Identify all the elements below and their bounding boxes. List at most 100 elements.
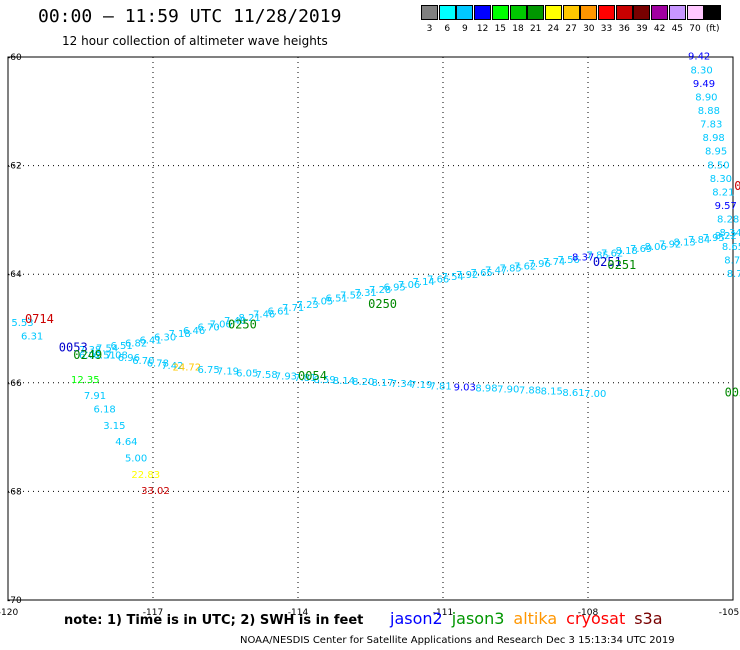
wave-height-value: 6.82 xyxy=(125,338,147,349)
wave-height-value: 8.06 xyxy=(645,242,667,253)
wave-height-value: 6.75 xyxy=(197,365,219,376)
colorbar-swatch xyxy=(668,5,686,20)
wave-height-value: 8.30 xyxy=(710,174,732,185)
colorbar-label: 27 xyxy=(565,24,577,34)
wave-height-value: 7.54 xyxy=(442,272,464,283)
colorbar-swatch xyxy=(491,5,509,20)
colorbar-swatch xyxy=(562,5,580,20)
wave-height-value: 7.18 xyxy=(168,329,190,340)
wave-height-value: 6.70 xyxy=(132,356,154,367)
wave-height-value: 8.50 xyxy=(707,160,729,171)
y-tick-label: -68 xyxy=(7,487,22,497)
wave-height-value: 8.21 xyxy=(712,187,734,198)
wave-height-value: 6.51 xyxy=(110,341,132,352)
colorbar-swatch xyxy=(580,5,598,20)
wave-height-value: 8.34 xyxy=(719,228,740,239)
wave-height-value: 8.65 xyxy=(722,242,740,253)
colorbar-swatch xyxy=(651,5,669,20)
wave-height-value: 5.00 xyxy=(125,454,147,465)
wave-height-value: 7.62 xyxy=(514,261,536,272)
colorbar-swatch xyxy=(633,5,651,20)
y-tick-label: -66 xyxy=(7,379,22,389)
wave-height-value: 7.46 xyxy=(253,310,275,321)
pass-time-label: 0251 xyxy=(593,255,622,269)
colorbar-label: 33 xyxy=(600,24,613,34)
wave-height-value: 8.61 xyxy=(562,388,584,399)
wave-height-value: 7.52 xyxy=(340,291,362,302)
wave-height-value: 8.17 xyxy=(371,378,393,389)
wave-height-value: 8.13 xyxy=(674,237,696,248)
colorbar-swatch xyxy=(527,5,545,20)
x-tick-label: -105 xyxy=(719,608,739,618)
x-tick-label: -108 xyxy=(578,608,599,618)
wave-height-value: 7.56 xyxy=(558,255,580,266)
colorbar-swatch xyxy=(474,5,492,20)
wave-height-value: 7.00 xyxy=(584,389,606,400)
wave-height-value: 7.54 xyxy=(96,343,118,354)
colorbar-label: 70 xyxy=(689,24,701,34)
wave-height-value: 7.19 xyxy=(217,367,239,378)
x-tick-label: -111 xyxy=(433,608,453,618)
wave-height-value: 8.37 xyxy=(572,253,594,264)
wave-height-value: 7.84 xyxy=(688,235,710,246)
wave-height-value: 7.93 xyxy=(275,372,297,383)
wave-height-value: 8.18 xyxy=(616,246,638,257)
colorbar-swatch xyxy=(598,5,615,20)
wave-height-value: 9.42 xyxy=(688,52,710,63)
wave-height-value: 6.46 xyxy=(183,326,205,337)
wave-height-value: 6.31 xyxy=(21,331,43,342)
wave-height-value: 8.98 xyxy=(475,383,497,394)
wave-height-value: 12.35 xyxy=(71,375,100,386)
wave-height-value: 8.76 xyxy=(724,255,740,266)
wave-height-value: 6.78 xyxy=(147,359,169,370)
pass-time-label: 0053 xyxy=(59,340,88,354)
map-subtitle: 12 hour collection of altimeter wave hei… xyxy=(62,34,328,48)
wave-height-value: 8.20 xyxy=(352,377,374,388)
colorbar-label: 15 xyxy=(494,24,507,34)
pass-time-label: 0250 xyxy=(228,318,257,332)
wave-height-value: 6.18 xyxy=(94,405,116,416)
pass-time-label: 064 xyxy=(734,179,740,193)
legend-entry-jason2: jason2 xyxy=(390,609,443,628)
wave-height-value: 7.95 xyxy=(703,233,725,244)
colorbar-swatch xyxy=(438,5,456,20)
wave-height-value: 7.23 xyxy=(297,300,319,311)
wave-height-value: 33.02 xyxy=(141,486,170,497)
satellite-legend: jason2 jason3 altika cryosat s3a xyxy=(390,609,672,628)
colorbar-label: 9 xyxy=(462,24,468,34)
wave-height-value: 7.08 xyxy=(106,350,128,361)
wave-height-value: 8.22 xyxy=(715,231,737,242)
wave-height-value: 7.62 xyxy=(601,248,623,259)
colorbar-swatch xyxy=(686,5,704,20)
wave-height-value: 6.51 xyxy=(94,350,116,361)
colorbar-label: 42 xyxy=(653,24,666,34)
wave-height-value: 6.02 xyxy=(79,350,101,361)
wave-height-value: 7.92 xyxy=(456,270,478,281)
colorbar-label: 45 xyxy=(671,24,684,34)
wave-height-value: 7.42 xyxy=(161,361,183,372)
wave-height-value: 8.74 xyxy=(727,269,740,280)
wave-height-value: 7.28 xyxy=(369,285,391,296)
y-tick-label: -60 xyxy=(7,53,22,63)
x-tick-label: -114 xyxy=(288,608,309,618)
wave-height-value: 7.69 xyxy=(630,244,652,255)
y-tick-label: -62 xyxy=(7,162,22,172)
y-tick-label: -64 xyxy=(7,270,22,280)
wave-height-value: 7.58 xyxy=(255,370,277,381)
wave-height-value: 7.81 xyxy=(294,373,316,384)
wave-height-value: 5.53 xyxy=(11,318,33,329)
wave-height-value: 6.95 xyxy=(384,282,406,293)
wave-height-value: 6.30 xyxy=(154,332,176,343)
colorbar-swatch xyxy=(544,5,562,20)
wave-height-value: 8.28 xyxy=(717,215,739,226)
colorbar-label: 3 xyxy=(426,24,433,34)
wave-height-value: 7.74 xyxy=(543,257,565,268)
wave-height-value: 6.05 xyxy=(236,368,258,379)
wave-height-value: 7.05 xyxy=(311,297,333,308)
wave-height-value: 6.51 xyxy=(326,293,348,304)
credit-line: NOAA/NESDIS Center for Satellite Applica… xyxy=(240,635,675,646)
wave-height-value: 7.96 xyxy=(529,259,551,270)
wave-height-value: 8.98 xyxy=(703,133,725,144)
wave-height-value: 7.88 xyxy=(519,386,541,397)
